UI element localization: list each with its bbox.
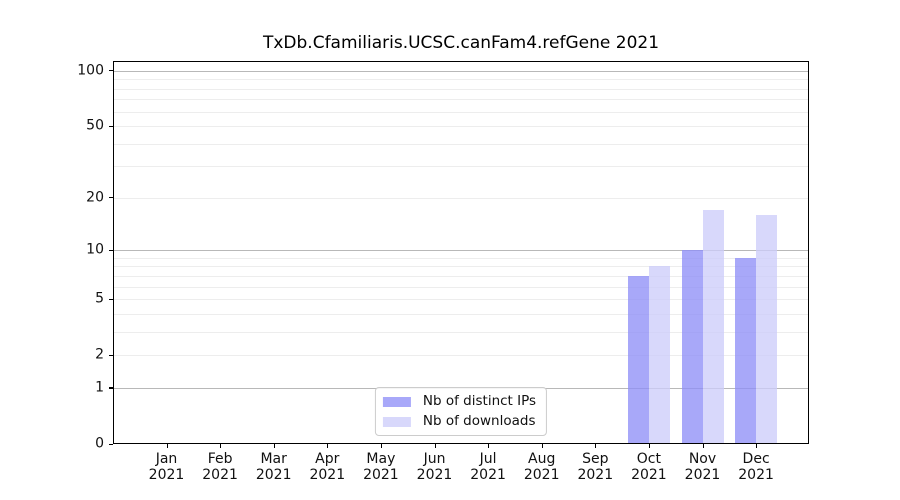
x-tick-month: Jan <box>155 451 178 467</box>
x-tick-label-feb: Feb 2021 <box>184 451 256 483</box>
y-tick-20 <box>109 197 113 199</box>
gridline-major-10 <box>113 250 809 252</box>
gridline-minor-4 <box>113 313 809 315</box>
x-tick-month: Oct <box>636 451 661 467</box>
x-tick-label-apr: Apr 2021 <box>291 451 363 483</box>
x-tick-year: 2021 <box>738 466 774 483</box>
x-tick-label-oct: Oct 2021 <box>613 451 685 483</box>
x-tick-apr <box>327 444 329 448</box>
x-tick-label-aug: Aug 2021 <box>506 451 578 483</box>
x-tick-month: May <box>366 451 396 467</box>
gridline-minor-9 <box>113 257 809 259</box>
x-tick-month: Sep <box>582 451 609 467</box>
y-tick-label-5: 5 <box>95 290 104 307</box>
chart-title: TxDb.Cfamiliaris.UCSC.canFam4.refGene 20… <box>262 33 660 53</box>
y-tick-10 <box>109 249 113 251</box>
bar-distinct-ips-dec <box>735 257 757 444</box>
x-tick-label-sep: Sep 2021 <box>559 451 631 483</box>
gridline-minor-50 <box>113 126 809 127</box>
gridline-minor-8 <box>113 266 809 268</box>
x-tick-aug <box>541 444 543 448</box>
y-tick-label-10: 10 <box>86 241 104 258</box>
x-tick-label-jul: Jul 2021 <box>452 451 524 483</box>
x-tick-year: 2021 <box>470 466 506 483</box>
x-tick-sep <box>595 444 597 448</box>
gridline-minor-6 <box>113 286 809 288</box>
bar-downloads-nov <box>702 210 724 444</box>
legend-label-distinct-ips: Nb of distinct IPs <box>422 393 537 409</box>
x-tick-jul <box>488 444 490 448</box>
x-tick-year: 2021 <box>577 466 614 483</box>
y-tick-label-100: 100 <box>77 62 104 79</box>
gridline-minor-7 <box>113 275 809 277</box>
x-tick-month: Jun <box>423 451 446 467</box>
x-tick-year: 2021 <box>363 466 399 483</box>
x-tick-oct <box>648 444 651 448</box>
x-tick-label-dec: Dec 2021 <box>720 451 792 483</box>
x-tick-month: Mar <box>260 451 287 467</box>
x-tick-month: Feb <box>207 451 233 467</box>
x-tick-jun <box>434 444 436 448</box>
x-tick-label-nov: Nov 2021 <box>667 451 739 483</box>
y-tick-label-20: 20 <box>86 189 104 206</box>
legend-label-downloads: Nb of downloads <box>422 413 536 429</box>
x-tick-label-jun: Jun 2021 <box>399 451 471 483</box>
bar-distinct-ips-nov <box>681 250 703 444</box>
x-tick-year: 2021 <box>523 466 560 483</box>
gridline-minor-20 <box>113 197 809 199</box>
y-tick-50 <box>109 125 113 127</box>
gridline-minor-60 <box>113 111 809 113</box>
x-tick-year: 2021 <box>309 466 346 483</box>
y-tick-0 <box>109 443 113 445</box>
gridline-major-100 <box>113 70 809 72</box>
x-tick-label-may: May 2021 <box>345 451 417 483</box>
gridline-minor-2 <box>113 355 809 357</box>
y-tick-2 <box>109 354 113 356</box>
legend-entry-distinct-ips: Nb of distinct IPs <box>382 393 537 409</box>
gridline-minor-70 <box>113 99 809 101</box>
x-tick-month: Apr <box>315 451 340 467</box>
x-tick-year: 2021 <box>416 466 453 483</box>
y-tick-label-0: 0 <box>95 435 104 452</box>
y-tick-100 <box>109 70 113 72</box>
x-tick-may <box>380 444 383 448</box>
x-tick-year: 2021 <box>631 466 667 483</box>
x-tick-month: Nov <box>688 451 717 467</box>
legend-entry-downloads: Nb of downloads <box>382 413 536 429</box>
x-tick-year: 2021 <box>684 466 721 483</box>
x-tick-month: Dec <box>742 451 770 467</box>
y-tick-label-2: 2 <box>95 346 104 363</box>
gridline-minor-80 <box>113 88 809 90</box>
bar-downloads-oct <box>648 266 670 444</box>
plot-area: 0 1 2 5 10 20 50 100 Jan 2021 Feb 2021 Mar 2021 Apr 202… <box>77 61 809 482</box>
gridline-minor-5 <box>113 299 809 301</box>
legend-swatch-downloads <box>382 416 411 427</box>
x-tick-feb <box>220 444 222 448</box>
legend-swatch-distinct-ips <box>382 396 411 407</box>
x-tick-mar <box>273 444 275 448</box>
gridline-minor-30 <box>113 166 809 168</box>
gridline-minor-90 <box>113 79 809 81</box>
x-tick-jan <box>166 444 168 448</box>
x-tick-label-jan: Jan 2021 <box>131 451 203 483</box>
bar-distinct-ips-oct <box>627 275 649 444</box>
x-tick-year: 2021 <box>255 466 292 483</box>
gridline-minor-3 <box>113 331 809 333</box>
x-tick-label-mar: Mar 2021 <box>238 451 310 483</box>
bar-downloads-dec <box>756 214 778 444</box>
y-tick-5 <box>109 298 113 300</box>
x-tick-month: Aug <box>528 451 556 467</box>
y-tick-label-50: 50 <box>86 117 104 134</box>
x-tick-month: Jul <box>479 451 497 467</box>
y-tick-label-1: 1 <box>95 379 104 396</box>
y-tick-1 <box>109 387 113 389</box>
gridline-minor-40 <box>113 143 809 145</box>
x-tick-dec <box>756 444 758 448</box>
x-tick-year: 2021 <box>148 466 185 483</box>
legend: Nb of distinct IPs Nb of downloads <box>374 387 548 436</box>
x-tick-nov <box>702 444 704 448</box>
x-tick-year: 2021 <box>202 466 238 483</box>
